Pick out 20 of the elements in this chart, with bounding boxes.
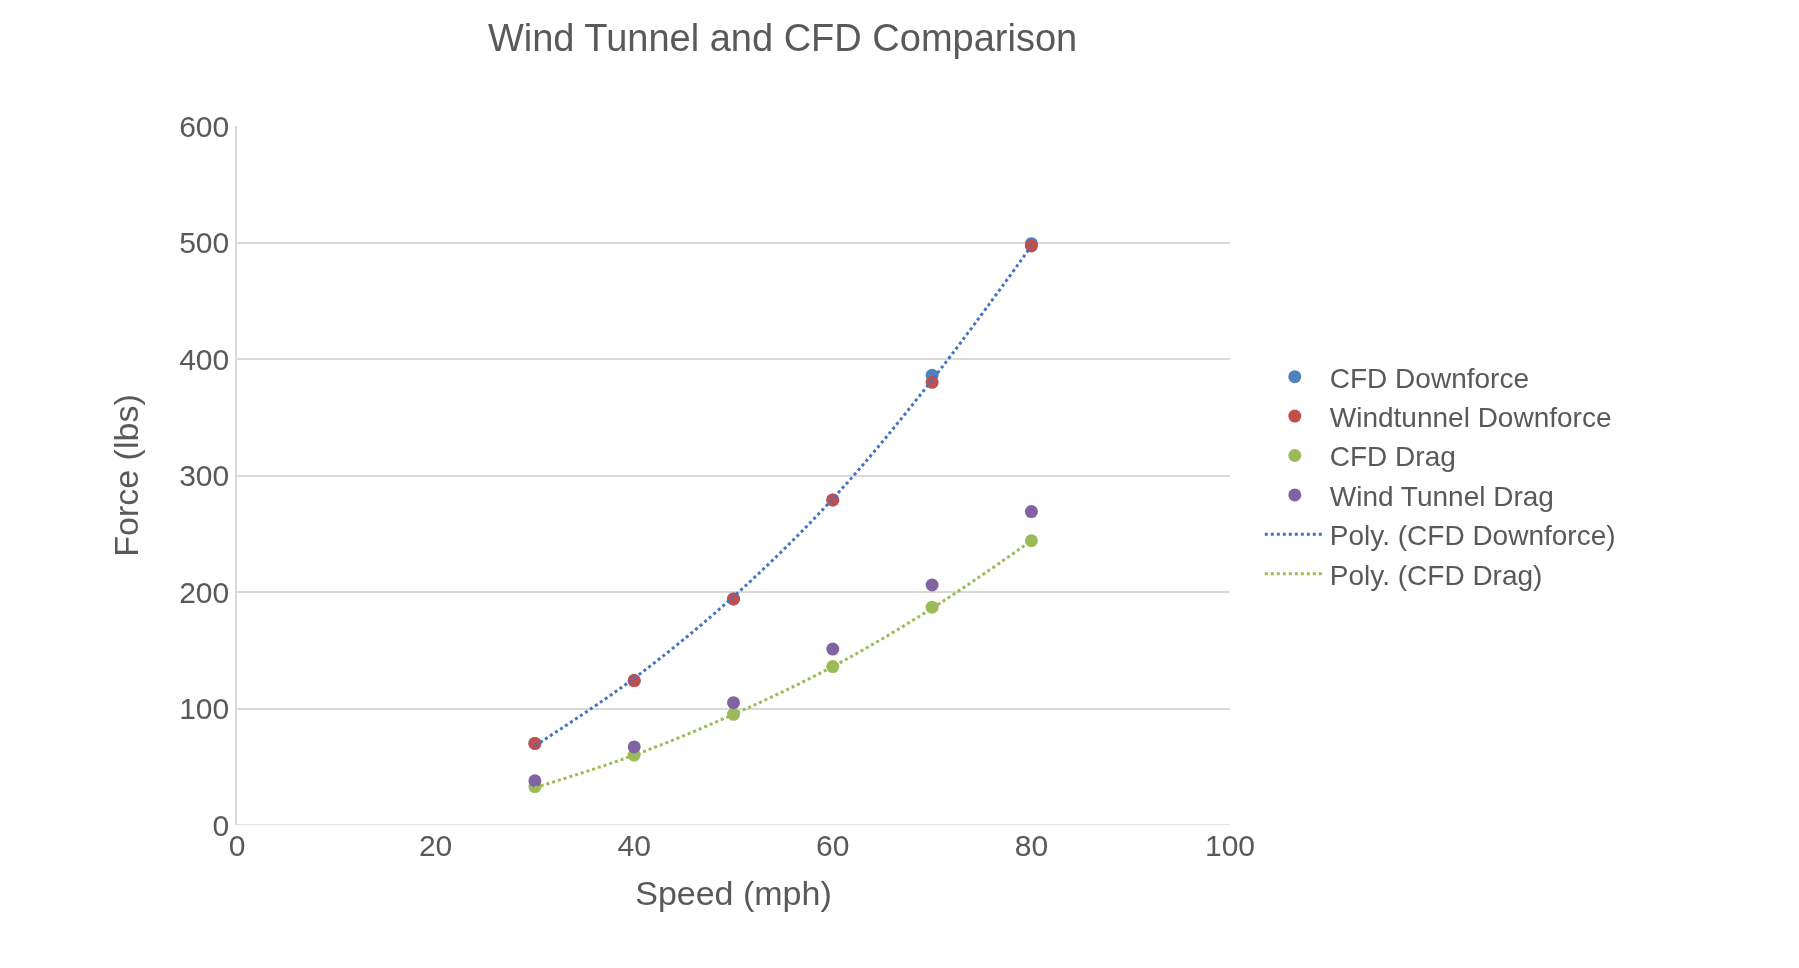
x-axis-title: Speed (mph): [635, 874, 832, 913]
x-tick-label: 80: [1014, 829, 1049, 862]
legend-label: Windtunnel Downforce: [1329, 402, 1612, 434]
legend-label: CFD Drag: [1329, 441, 1456, 473]
legend-label: Poly. (CFD Downforce): [1329, 520, 1616, 552]
y-tick-label: 500: [179, 226, 230, 259]
y-tick-label: 400: [179, 342, 230, 376]
y-tick-label: 200: [179, 575, 230, 609]
x-tick-label: 100: [1204, 829, 1256, 862]
legend-label: Wind Tunnel Drag: [1329, 480, 1554, 512]
y-tick-label: 100: [179, 692, 230, 725]
y-axis-title: Force (lbs): [107, 394, 146, 557]
x-tick-label: 60: [816, 829, 850, 862]
y-tick-label: 300: [179, 459, 230, 492]
legend-label: Poly. (CFD Drag): [1329, 559, 1543, 591]
y-tick-label: 600: [179, 109, 230, 143]
chart-title: Wind Tunnel and CFD Comparison: [487, 16, 1078, 59]
legend-label: CFD Downforce: [1329, 362, 1529, 394]
x-tick-label: 40: [617, 829, 651, 862]
x-tick-label: 20: [418, 829, 453, 862]
